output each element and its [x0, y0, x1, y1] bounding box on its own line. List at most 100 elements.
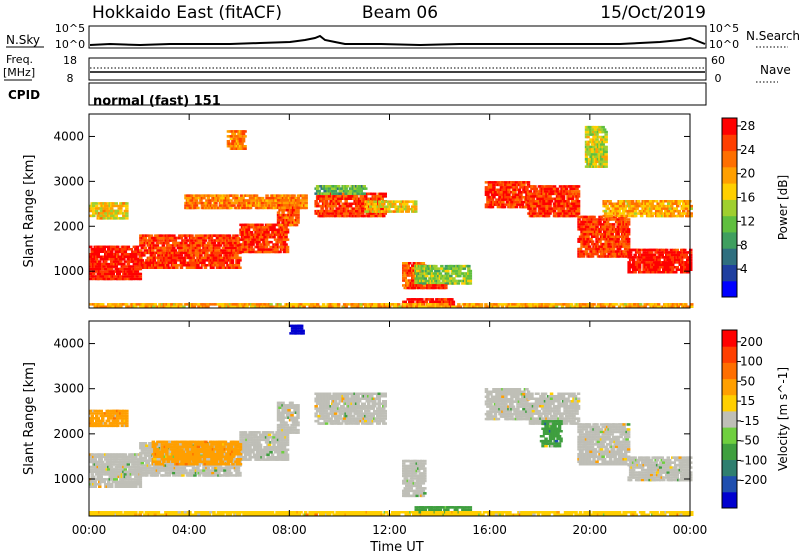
cpid-strip: CPID normal (fast) 151 [8, 82, 707, 109]
echo-cell [420, 264, 425, 268]
echo-cell [212, 259, 217, 262]
echo-cell [417, 267, 421, 270]
echo-cell [441, 269, 446, 273]
echo-cell [464, 305, 469, 308]
echo-cell [403, 305, 407, 308]
echo-cell [221, 259, 226, 262]
echo-cell [285, 245, 290, 249]
echo-cell [240, 238, 245, 241]
echo-cell [263, 248, 267, 251]
echo-cell [116, 253, 120, 256]
echo-cell [533, 185, 537, 188]
echo-cell [673, 303, 677, 306]
echo-cell [633, 214, 638, 218]
echo-cell [278, 238, 282, 241]
echo-cell [486, 200, 490, 204]
echo-cell [235, 201, 239, 205]
echo-cell [107, 255, 111, 258]
echo-cell [590, 305, 595, 308]
echo-cell [689, 258, 693, 262]
echo-cell [674, 258, 678, 262]
echo-cell [184, 236, 188, 240]
echo-cell [616, 250, 620, 253]
echo-cell [554, 303, 559, 306]
echo-cell [583, 242, 587, 246]
echo-cell [179, 266, 184, 269]
echo-cell [208, 201, 212, 205]
echo-cell [570, 197, 575, 200]
echo-cell [442, 305, 446, 308]
echo-cell [383, 192, 387, 196]
echo-cell [275, 248, 279, 251]
echo-cell [314, 200, 318, 203]
echo-cell [576, 212, 581, 215]
echo-cell [101, 250, 105, 253]
echo-cell [92, 257, 96, 261]
echo-cell [543, 212, 548, 215]
echo-cell [377, 214, 381, 218]
echo-cell [357, 212, 362, 215]
echo-cell [484, 205, 489, 209]
echo-cell [637, 256, 642, 259]
echo-cell [252, 303, 257, 306]
echo-cell [569, 303, 574, 306]
echo-cell [418, 284, 422, 287]
echo-cell [590, 228, 595, 231]
echo-cell [526, 183, 531, 187]
echo-cell [608, 202, 612, 205]
echo-cell [654, 209, 659, 213]
echo-cell [98, 260, 102, 263]
echo-cell [547, 303, 551, 306]
echo-cell [611, 247, 616, 251]
echo-cell [576, 192, 581, 196]
echo-cell [211, 254, 215, 257]
echo-cell [416, 269, 420, 273]
echo-cell [119, 212, 123, 215]
echo-cell [163, 251, 167, 255]
echo-cell [413, 303, 417, 306]
echo-cell [273, 305, 278, 308]
echo-cell [373, 200, 377, 203]
echo-cell [107, 217, 111, 220]
echo-cell [296, 201, 300, 205]
echo-cell [138, 262, 143, 266]
echo-cell [625, 225, 629, 229]
echo-cell [534, 200, 539, 203]
echo-cell [102, 270, 106, 273]
echo-cell [333, 197, 338, 200]
echo-cell [336, 303, 341, 306]
echo-cell [135, 270, 140, 273]
echo-cell [123, 267, 128, 271]
echo-cell [645, 261, 649, 264]
echo-cell [290, 201, 294, 205]
echo-cell [425, 274, 429, 278]
echo-cell [233, 264, 238, 267]
echo-cell [137, 265, 141, 268]
echo-cell [537, 192, 542, 196]
echo-cell [630, 200, 635, 203]
echo-cell [167, 261, 172, 264]
echo-cell [338, 204, 342, 208]
echo-cell [191, 241, 196, 245]
echo-cell [209, 236, 214, 240]
echo-cell [99, 209, 103, 213]
echo-cell [689, 251, 693, 254]
echo-cell [605, 220, 610, 224]
echo-cell [114, 265, 118, 268]
echo-cell [418, 305, 422, 308]
echo-cell [590, 240, 595, 243]
echo-cell [592, 215, 596, 219]
echo-cell [605, 228, 610, 231]
echo-cell [312, 305, 317, 308]
echo-cell [444, 264, 449, 268]
echo-cell [417, 274, 421, 278]
echo-cell [643, 248, 648, 252]
echo-cell [278, 216, 282, 219]
echo-cell [272, 235, 276, 239]
echo-cell [567, 209, 572, 213]
echo-cell [622, 250, 626, 253]
echo-cell [662, 204, 666, 208]
echo-cell [406, 200, 410, 203]
echo-cell [580, 225, 584, 229]
echo-cell [208, 241, 212, 245]
